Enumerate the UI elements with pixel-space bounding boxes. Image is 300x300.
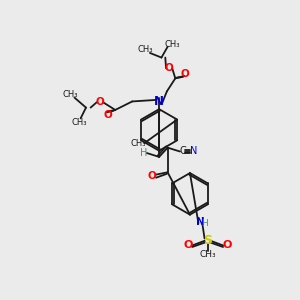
Text: CH₃: CH₃ [164, 40, 180, 49]
Text: O: O [103, 110, 112, 120]
Text: O: O [222, 240, 232, 250]
Text: CH₃: CH₃ [137, 45, 153, 54]
Text: H: H [140, 148, 147, 158]
Text: CH₃: CH₃ [71, 118, 87, 127]
Text: N: N [196, 217, 205, 227]
Text: O: O [148, 171, 157, 181]
Text: C: C [180, 146, 186, 157]
Text: N: N [154, 95, 164, 108]
Text: CH₃: CH₃ [63, 90, 78, 99]
Text: CH₃: CH₃ [130, 139, 146, 148]
Text: S: S [203, 234, 212, 247]
Text: O: O [165, 63, 173, 73]
Text: O: O [184, 240, 193, 250]
Text: H: H [201, 219, 208, 228]
Text: O: O [95, 97, 104, 107]
Text: O: O [180, 69, 189, 79]
Text: CH₃: CH₃ [199, 250, 216, 259]
Text: N: N [190, 146, 197, 157]
